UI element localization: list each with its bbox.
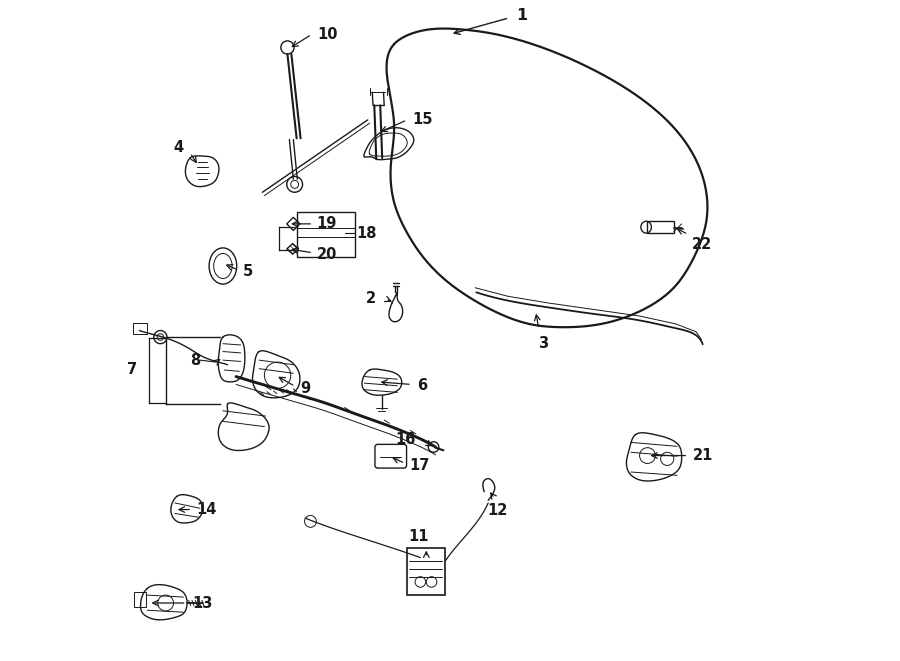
Text: 5: 5	[243, 264, 253, 279]
Text: 15: 15	[412, 112, 432, 128]
Text: 12: 12	[487, 503, 508, 518]
Text: 13: 13	[192, 596, 212, 611]
Text: 9: 9	[300, 381, 310, 396]
Bar	[647, 221, 674, 233]
Text: 14: 14	[196, 502, 217, 517]
Text: 21: 21	[693, 448, 714, 463]
Text: 7: 7	[127, 362, 138, 377]
Text: 22: 22	[692, 237, 713, 252]
Text: 3: 3	[538, 336, 548, 351]
Text: 11: 11	[409, 529, 428, 545]
Text: 19: 19	[317, 216, 337, 231]
Bar	[297, 212, 356, 256]
Text: 16: 16	[395, 432, 416, 447]
Text: 1: 1	[516, 9, 526, 23]
Text: 2: 2	[366, 292, 376, 307]
Text: 20: 20	[317, 247, 337, 262]
Text: 8: 8	[190, 352, 200, 368]
Bar	[134, 592, 146, 607]
Text: 6: 6	[417, 378, 428, 393]
Text: 17: 17	[410, 458, 429, 473]
Text: 4: 4	[174, 140, 184, 155]
Text: 10: 10	[317, 27, 338, 42]
Text: 18: 18	[356, 225, 377, 241]
Bar	[132, 323, 148, 334]
Bar	[407, 548, 446, 595]
